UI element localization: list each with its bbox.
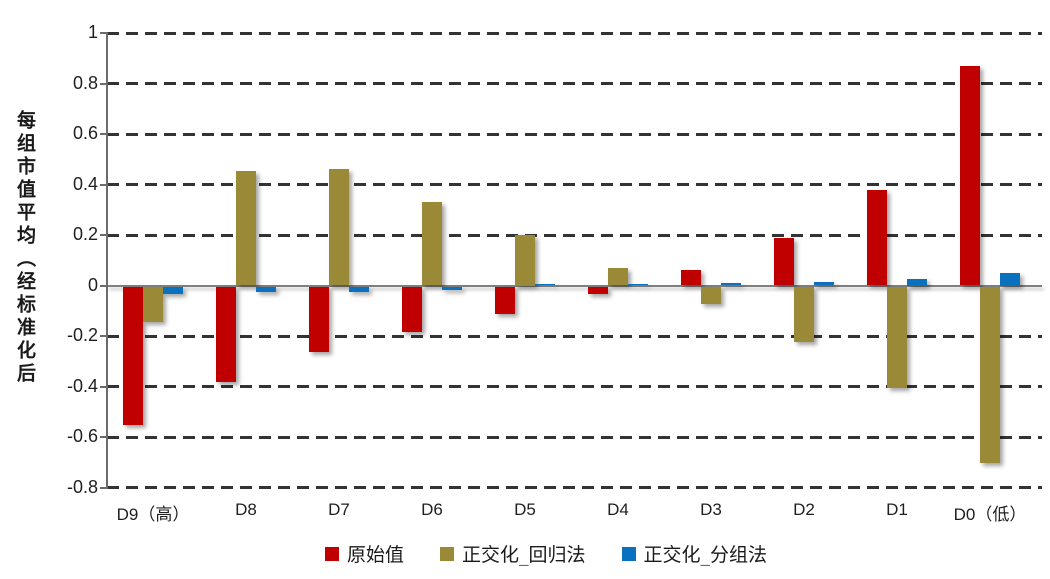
bar-原始值-D8	[216, 286, 236, 383]
bar-原始值-D5	[495, 286, 515, 315]
x-tick-label-D4: D4	[607, 500, 629, 519]
y-tick-label: 0.6	[72, 123, 98, 143]
bar-正交化_分组法-D7	[349, 286, 369, 292]
y-axis-line	[106, 32, 108, 488]
y-tick-label: 0.2	[72, 224, 98, 244]
bar-正交化_分组法-D3	[721, 282, 741, 286]
bar-正交化_分组法-D1	[907, 279, 927, 286]
gridline	[107, 31, 1042, 35]
y-tick-mark	[100, 32, 108, 34]
bar-正交化_回归法-D6	[422, 202, 442, 286]
x-tick-label-D7: D7	[328, 500, 350, 519]
x-tick-label-D8: D8	[235, 500, 257, 519]
legend: 原始值 正交化_回归法 正交化_分组法	[0, 540, 1050, 567]
bar-正交化_分组法-D2	[814, 281, 834, 286]
bar-原始值-D0（低）	[960, 65, 980, 286]
bar-正交化_分组法-D8	[256, 286, 276, 292]
y-tick-label: -0.6	[66, 426, 98, 446]
x-tick-label-D2: D2	[793, 500, 815, 519]
legend-item-正交化_回归法: 正交化_回归法	[439, 540, 586, 567]
bar-正交化_回归法-D3	[701, 286, 721, 305]
bar-原始值-D1	[867, 189, 887, 286]
legend-label: 原始值	[346, 544, 404, 566]
bar-正交化_回归法-D9（高）	[143, 286, 163, 322]
x-tick-label-D3: D3	[700, 500, 722, 519]
gridline	[107, 435, 1042, 439]
bar-正交化_回归法-D1	[887, 286, 907, 388]
bar-正交化_分组法-D0（低）	[1000, 272, 1020, 286]
y-tick-label: -0.4	[66, 375, 98, 396]
y-tick-label: 0.4	[72, 173, 98, 194]
y-tick-mark	[100, 82, 108, 85]
y-tick-label: -0.8	[66, 476, 98, 497]
y-tick-mark	[100, 234, 108, 236]
legend-item-正交化_分组法: 正交化_分组法	[621, 540, 768, 567]
y-tick-label: 0.8	[72, 72, 98, 93]
y-tick-mark	[100, 436, 108, 438]
y-tick-mark	[100, 133, 108, 135]
bar-正交化_回归法-D7	[329, 169, 349, 286]
bar-原始值-D4	[588, 286, 608, 295]
x-tick-label-D5: D5	[514, 500, 536, 519]
legend-swatch-icon	[621, 546, 636, 561]
gridline	[107, 233, 1042, 237]
y-tick-mark	[100, 385, 108, 388]
gridline	[107, 132, 1042, 136]
x-tick-label-D9（高）: D9（高）	[116, 505, 190, 524]
y-tick-mark	[100, 183, 108, 186]
gridline	[107, 385, 1042, 388]
y-tick-label: 0	[87, 274, 98, 295]
legend-swatch-icon	[324, 546, 339, 561]
bar-正交化_回归法-D5	[515, 235, 535, 286]
bar-正交化_分组法-D4	[628, 284, 648, 286]
y-axis-title: 每组市值平均（经标准化后	[14, 110, 36, 386]
gridline	[107, 183, 1042, 186]
gridline	[107, 334, 1042, 338]
bar-正交化_分组法-D5	[535, 284, 555, 286]
bar-正交化_分组法-D6	[442, 286, 462, 291]
x-tick-label-D0（低）: D0（低）	[953, 505, 1027, 524]
bar-原始值-D9（高）	[123, 286, 143, 426]
bar-正交化_回归法-D0（低）	[980, 286, 1000, 464]
x-tick-label-D1: D1	[886, 500, 908, 519]
bar-原始值-D6	[402, 286, 422, 332]
bar-正交化_分组法-D9（高）	[163, 286, 183, 295]
legend-item-原始值: 原始值	[324, 540, 404, 567]
bar-正交化_回归法-D8	[236, 170, 256, 286]
y-tick-mark	[100, 335, 108, 337]
y-tick-label: 1	[87, 22, 98, 42]
bar-正交化_回归法-D2	[794, 286, 814, 343]
legend-label: 正交化_分组法	[643, 544, 768, 566]
gridline	[107, 82, 1042, 85]
x-tick-label-D6: D6	[421, 500, 443, 519]
bar-原始值-D7	[309, 286, 329, 353]
x-axis-zero-line	[107, 284, 1042, 287]
y-tick-mark	[100, 486, 108, 489]
bar-原始值-D3	[681, 270, 701, 286]
y-tick-label: -0.2	[66, 325, 98, 345]
gridline	[107, 486, 1042, 489]
legend-label: 正交化_回归法	[461, 544, 586, 566]
y-tick-mark	[100, 284, 108, 287]
bar-原始值-D2	[774, 237, 794, 286]
legend-swatch-icon	[439, 546, 454, 561]
bar-正交化_回归法-D4	[608, 267, 628, 286]
